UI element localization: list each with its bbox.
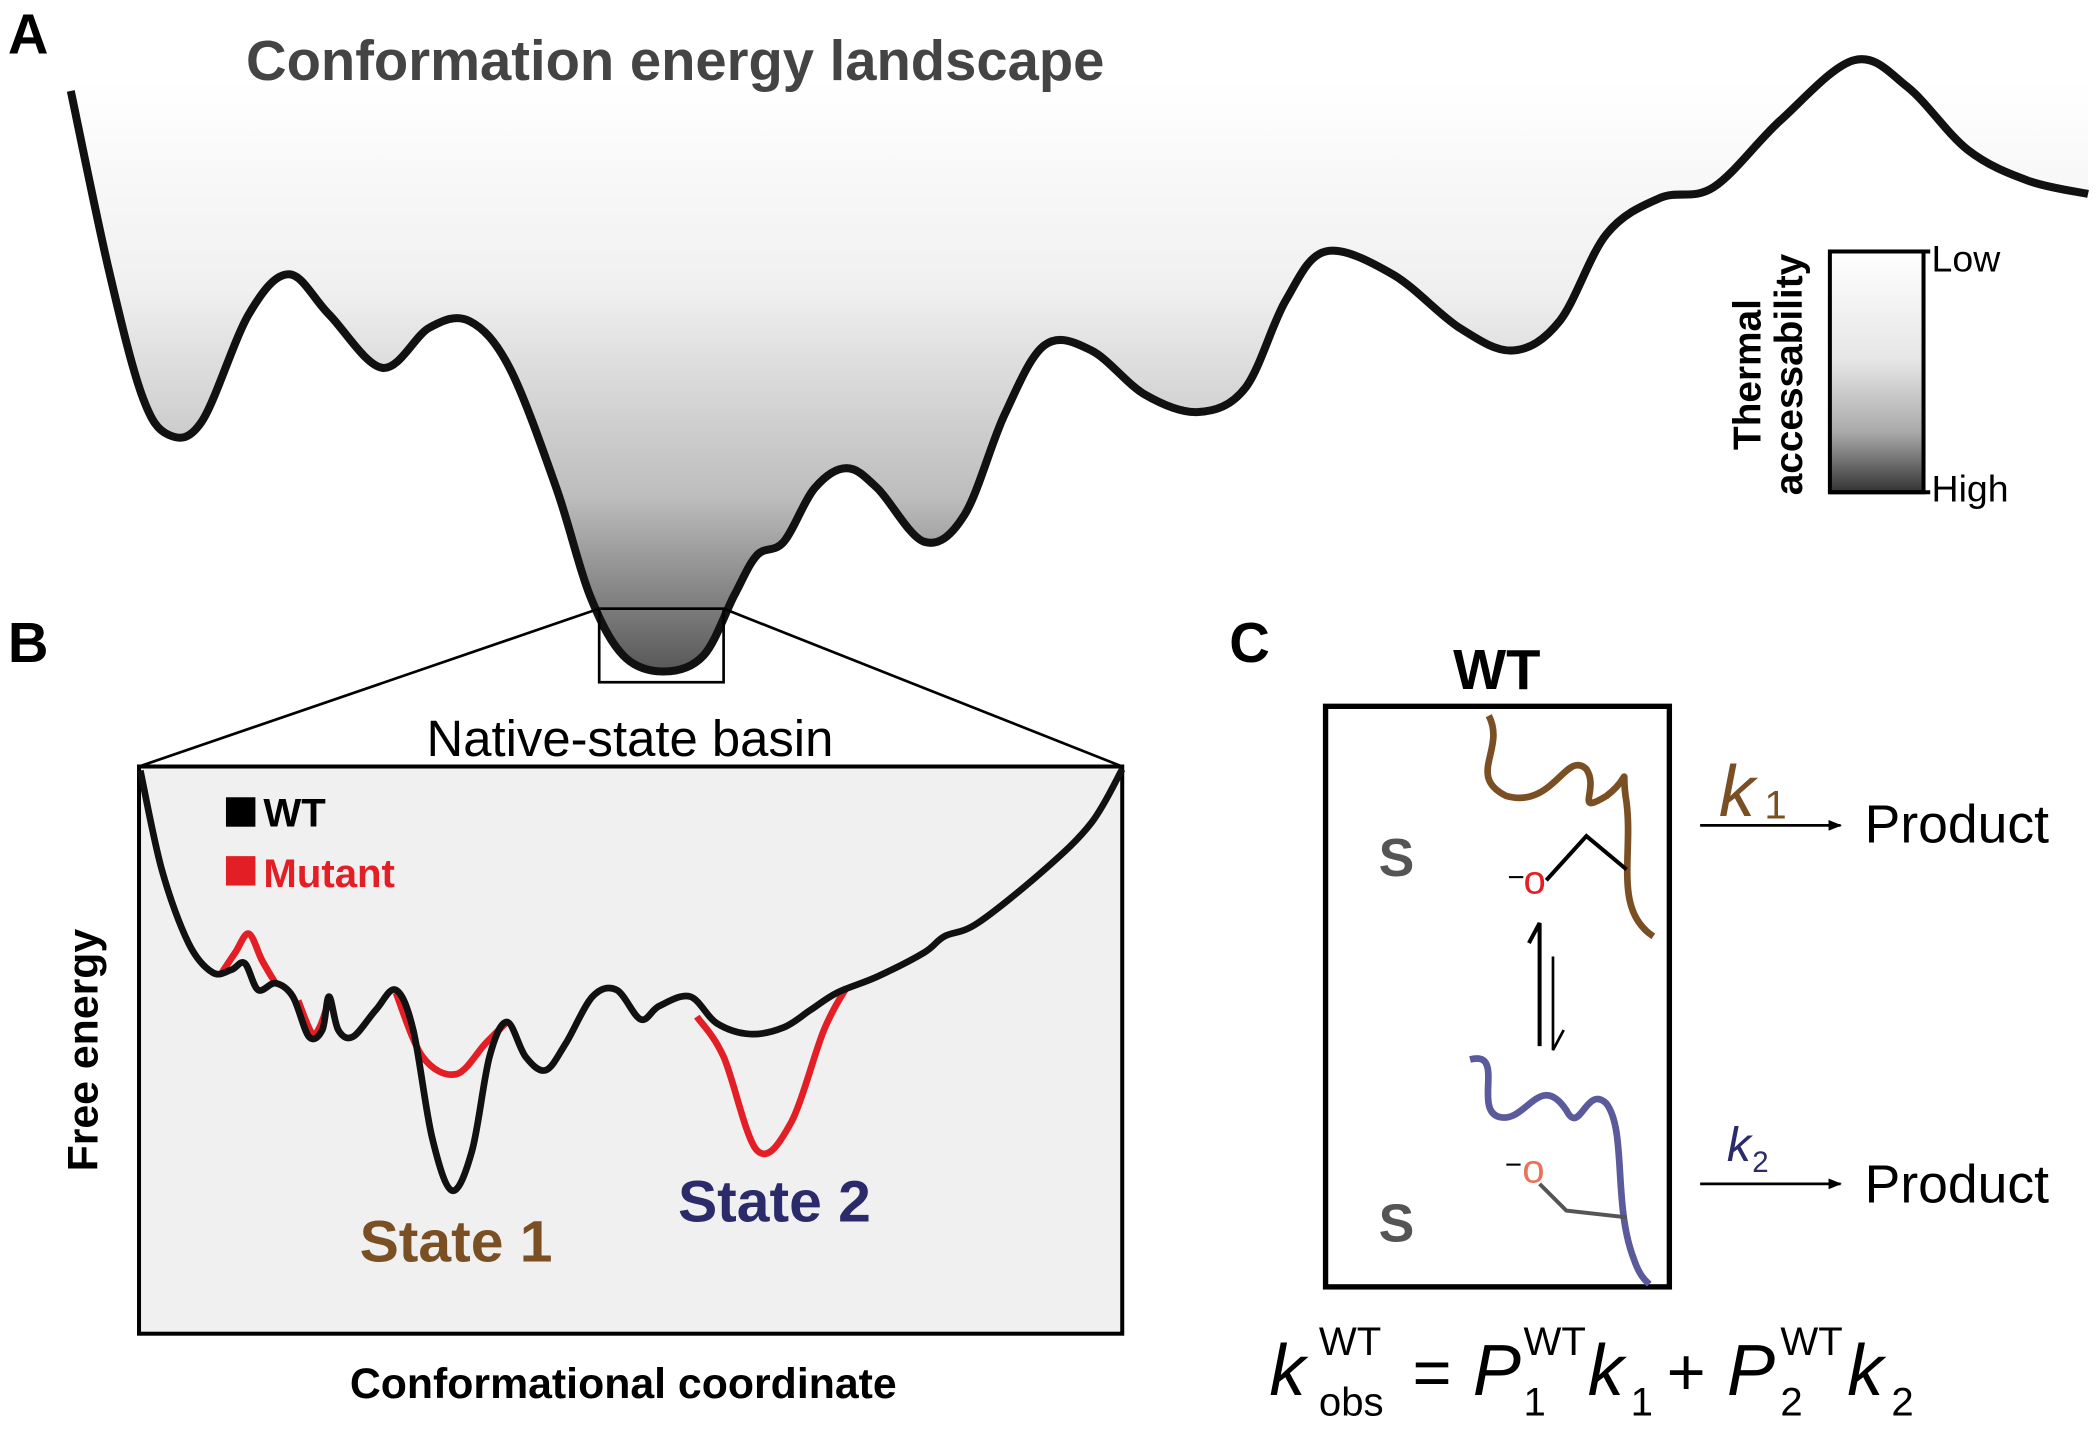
colorbar (1827, 249, 1926, 495)
colorbar-high: High (1932, 468, 2009, 510)
charge: − (1505, 1149, 1522, 1182)
colorbar-low: Low (1932, 238, 2002, 280)
x-axis-label: Conformational coordinate (350, 1360, 897, 1408)
colorbar-title: Thermal (1726, 299, 1769, 450)
charge: − (1507, 861, 1524, 894)
eq-sub: 2 (1891, 1379, 1913, 1424)
rate-symbol: k (1719, 752, 1759, 832)
eq-sub: 1 (1631, 1379, 1653, 1424)
state1-chain (1484, 714, 1656, 940)
eq-symbol: k (1847, 1331, 1887, 1411)
legend-swatch (225, 797, 256, 827)
eq-symbol: P (1727, 1331, 1775, 1411)
state2-bond (1538, 1182, 1627, 1220)
legend-label: Mutant (263, 851, 394, 896)
eq-symbol: k (1588, 1331, 1628, 1411)
eq-symbol: P (1473, 1331, 1521, 1411)
state2-chain (1469, 1055, 1652, 1287)
mutant-curve (694, 985, 850, 1158)
atom: o (1522, 1147, 1544, 1192)
panel-label: B (8, 611, 49, 674)
box-title: WT (1453, 638, 1540, 701)
eq-sup: WT (1319, 1319, 1381, 1364)
enzyme-box (1322, 703, 1673, 1290)
layer (66, 55, 2089, 1336)
rate-subscript: 1 (1764, 783, 1786, 828)
rate-subscript: 2 (1752, 1146, 1768, 1179)
state-label: State 2 (678, 1169, 871, 1234)
basin-panel (137, 764, 1125, 1336)
zoom-box (597, 607, 725, 684)
atom: o (1524, 858, 1546, 903)
product: Product (1865, 1156, 2050, 1215)
equilibrium-arrow (1527, 922, 1542, 1047)
panel-label: C (1229, 611, 1270, 674)
rate-symbol: k (1727, 1118, 1754, 1172)
landscape-fill (70, 59, 2089, 672)
eq-operator: = (1413, 1335, 1452, 1410)
wt-curve (137, 767, 1126, 1194)
eq-sup: WT (1780, 1319, 1842, 1364)
eq-sup: WT (1524, 1319, 1586, 1364)
panel-title: Conformation energy landscape (246, 29, 1104, 92)
panel-title: Native-state basin (427, 710, 834, 767)
substrate: S (1379, 829, 1415, 888)
y-axis-label: Free energy (60, 929, 108, 1172)
eq-sub: 1 (1524, 1379, 1546, 1424)
legend-label: WT (263, 791, 326, 836)
eq-symbol: k (1269, 1331, 1309, 1411)
eq-sub: 2 (1780, 1379, 1802, 1424)
product: Product (1865, 796, 2050, 855)
legend-swatch (225, 856, 256, 886)
colorbar-title: accessability (1768, 253, 1811, 495)
zoom-line (138, 607, 600, 768)
eq-operator: + (1667, 1335, 1706, 1410)
mutant-curve (219, 930, 279, 985)
panel-label: A (8, 3, 49, 66)
equilibrium-arrow (1551, 956, 1565, 1051)
eq-sub: obs (1319, 1379, 1384, 1424)
zoom-line (723, 607, 1123, 768)
state1-bond (1544, 833, 1628, 882)
substrate: S (1379, 1194, 1415, 1253)
landscape-curve (66, 55, 2089, 676)
state-label: State 1 (360, 1209, 553, 1274)
